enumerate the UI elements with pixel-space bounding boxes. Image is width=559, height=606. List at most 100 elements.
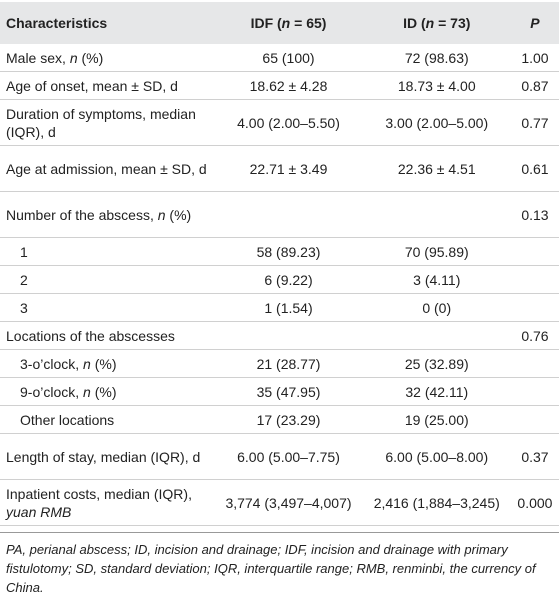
cell-text: 17 (23.29) (256, 411, 321, 428)
text-run: IDF ( (250, 15, 282, 31)
table-cell (510, 293, 559, 322)
table-cell: Age at admission, mean ± SD, d (0, 145, 215, 192)
cell-text: Age of onset, mean ± SD, d (6, 77, 178, 94)
text-run: n (83, 355, 91, 372)
table-cell: 6.00 (5.00–7.75) (214, 433, 363, 480)
table-cell: 3.00 (2.00–5.00) (362, 99, 511, 146)
header-cell: P (510, 2, 559, 44)
table-cell: 70 (95.89) (362, 237, 511, 266)
table-cell: Duration of symptoms, median (IQR), d (0, 99, 215, 146)
table-cell (510, 265, 559, 294)
table-row: Length of stay, median (IQR), d 6.00 (5.0… (0, 433, 559, 480)
cell-text: 0 (0) (422, 299, 452, 316)
text-run: n (157, 206, 166, 223)
cell-text: 35 (47.95) (256, 383, 321, 400)
cell-text: Length of stay, median (IQR), d (6, 448, 201, 465)
cell-text: 72 (98.63) (404, 49, 469, 66)
table-cell: 0.37 (510, 433, 559, 480)
cell-text: Other locations (20, 411, 115, 428)
table-cell: 21 (28.77) (214, 349, 363, 378)
table-cell (214, 321, 363, 350)
table-cell (510, 237, 559, 266)
text-run: n (281, 15, 291, 31)
header-row: Characteristics IDF (n = 65) ID (n = 73) P (0, 2, 559, 44)
table-cell: 22.36 ± 4.51 (362, 145, 511, 192)
table-cell: 72 (98.63) (362, 44, 511, 72)
cell-text: 2 (20, 271, 28, 288)
table-cell: 0.87 (510, 71, 559, 100)
table-row: Duration of symptoms, median (IQR), d 4.0… (0, 99, 559, 146)
footnote: PA, perianal abscess; ID, incision and d… (0, 532, 559, 597)
cell-text: 70 (95.89) (404, 243, 469, 260)
table-cell: 2,416 (1,884–3,245) (362, 479, 511, 526)
table-cell: Number of the abscess, n (%) (0, 191, 215, 238)
table-cell: 18.62 ± 4.28 (214, 71, 363, 100)
table-cell: 25 (32.89) (362, 349, 511, 378)
cell-text: 18.73 ± 4.00 (397, 77, 476, 94)
text-run: (%) (77, 49, 104, 66)
table-cell (362, 321, 511, 350)
table-row: 1 58 (89.23) 70 (95.89) (0, 237, 559, 266)
table-cell: 3 (0, 293, 215, 322)
table-cell (214, 191, 363, 238)
table-cell: 17 (23.29) (214, 405, 363, 434)
cell-text: Characteristics (6, 15, 108, 31)
table-row: 2 6 (9.22) 3 (4.11) (0, 265, 559, 294)
header-cell: Characteristics (0, 2, 215, 44)
table-cell (510, 349, 559, 378)
cell-text: 0.76 (521, 327, 549, 344)
table-cell: Inpatient costs, median (IQR), yuan RMB (0, 479, 215, 526)
table-cell (510, 405, 559, 434)
table-row: Age at admission, mean ± SD, d 22.71 ± 3.… (0, 145, 559, 192)
text-run: ID ( (403, 15, 426, 31)
table-row: 3 1 (1.54) 0 (0) (0, 293, 559, 322)
cell-text: 6.00 (5.00–8.00) (385, 448, 489, 465)
cell-text: 25 (32.89) (404, 355, 469, 372)
table-row: Age of onset, mean ± SD, d 18.62 ± 4.28 18… (0, 71, 559, 100)
table-cell: 2 (0, 265, 215, 294)
cell-text: 1 (1.54) (264, 299, 313, 316)
table-cell: 3-o’clock, n (%) (0, 349, 215, 378)
data-table: Characteristics IDF (n = 65) ID (n = 73) P M… (0, 2, 559, 526)
text-run: n (83, 383, 91, 400)
table-cell: 3 (4.11) (362, 265, 511, 294)
cell-text: 0.37 (521, 448, 549, 465)
text-run: yuan RMB (6, 503, 72, 520)
table-cell: Age of onset, mean ± SD, d (0, 71, 215, 100)
table-cell: 1 (1.54) (214, 293, 363, 322)
table-cell: 22.71 ± 3.49 (214, 145, 363, 192)
cell-text: 3 (20, 299, 28, 316)
cell-text: Locations of the abscesses (6, 327, 175, 344)
table-cell: 6 (9.22) (214, 265, 363, 294)
table-row: Locations of the abscesses 0.76 (0, 321, 559, 350)
table-cell: 0 (0) (362, 293, 511, 322)
table-row: Number of the abscess, n (%) 0.13 (0, 191, 559, 238)
table-cell: 9-o’clock, n (%) (0, 377, 215, 406)
cell-text: 32 (42.11) (405, 383, 469, 400)
text-run: 9-o’clock, (20, 383, 84, 400)
cell-text: 0.61 (521, 160, 549, 177)
cell-text: 4.00 (2.00–5.50) (237, 114, 340, 131)
table-cell: 0.77 (510, 99, 559, 146)
text-run: (%) (165, 206, 192, 223)
text-run: 3-o’clock, (20, 355, 84, 372)
cell-text: 0.000 (517, 494, 553, 511)
cell-text: 2,416 (1,884–3,245) (373, 494, 500, 511)
table-cell: 0.61 (510, 145, 559, 192)
cell-text: 1.00 (521, 49, 549, 66)
cell-text: 18.62 ± 4.28 (249, 77, 328, 94)
table-cell: 0.76 (510, 321, 559, 350)
table-cell: 6.00 (5.00–8.00) (362, 433, 511, 480)
text-run: (%) (90, 355, 117, 372)
text-run: Number of the abscess, (6, 206, 158, 223)
table-cell: 0.13 (510, 191, 559, 238)
cell-text: 22.71 ± 3.49 (249, 160, 328, 177)
cell-text: 0.13 (521, 206, 549, 223)
table-cell: 19 (25.00) (362, 405, 511, 434)
table-cell: Male sex, n (%) (0, 44, 215, 72)
table-cell (362, 191, 511, 238)
text-run: (%) (90, 383, 117, 400)
text-run: Inpatient costs, median (IQR), (6, 485, 192, 502)
table-cell: 1.00 (510, 44, 559, 72)
cell-text: 19 (25.00) (404, 411, 469, 428)
